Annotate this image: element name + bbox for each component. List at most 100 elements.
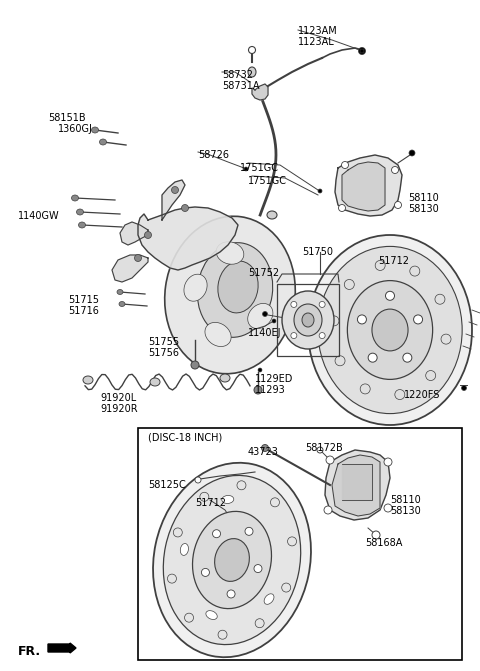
Ellipse shape <box>324 506 332 514</box>
Ellipse shape <box>248 67 256 77</box>
Bar <box>277 284 339 356</box>
Text: 58732: 58732 <box>222 70 253 80</box>
Polygon shape <box>120 222 148 245</box>
Ellipse shape <box>348 280 432 379</box>
Ellipse shape <box>392 166 398 174</box>
Text: 91920L: 91920L <box>100 393 136 403</box>
Text: 58130: 58130 <box>408 204 439 214</box>
Text: 58110: 58110 <box>390 495 421 505</box>
Ellipse shape <box>262 444 268 452</box>
Text: 58151B: 58151B <box>48 113 85 123</box>
Ellipse shape <box>372 531 380 539</box>
Polygon shape <box>112 255 148 282</box>
Ellipse shape <box>360 49 364 53</box>
Ellipse shape <box>338 205 346 211</box>
Text: 51712: 51712 <box>378 256 409 266</box>
Text: 1751GC: 1751GC <box>248 176 287 186</box>
Ellipse shape <box>213 529 220 537</box>
Ellipse shape <box>248 303 273 329</box>
Ellipse shape <box>192 511 272 609</box>
Text: FR.: FR. <box>18 645 41 658</box>
Ellipse shape <box>150 378 160 386</box>
Ellipse shape <box>291 333 297 339</box>
Ellipse shape <box>220 374 230 382</box>
Text: 1220FS: 1220FS <box>404 390 440 400</box>
Text: 58172B: 58172B <box>305 443 343 453</box>
FancyArrow shape <box>48 643 76 653</box>
Polygon shape <box>252 84 268 100</box>
Ellipse shape <box>258 368 262 372</box>
Polygon shape <box>335 155 402 216</box>
Ellipse shape <box>264 594 274 605</box>
Ellipse shape <box>191 361 199 369</box>
Ellipse shape <box>282 291 334 349</box>
Bar <box>138 428 462 660</box>
Ellipse shape <box>385 291 395 301</box>
Text: 51755: 51755 <box>148 337 179 347</box>
Text: 58168A: 58168A <box>365 538 402 548</box>
Ellipse shape <box>249 46 255 54</box>
Text: 1129ED: 1129ED <box>255 374 293 384</box>
Ellipse shape <box>291 301 297 307</box>
Ellipse shape <box>72 195 79 201</box>
Ellipse shape <box>216 242 244 264</box>
Ellipse shape <box>267 211 277 219</box>
Ellipse shape <box>319 301 325 307</box>
Ellipse shape <box>359 48 365 54</box>
Text: 1140GW: 1140GW <box>18 211 60 221</box>
Polygon shape <box>342 162 385 211</box>
Ellipse shape <box>244 167 248 171</box>
Ellipse shape <box>341 162 348 168</box>
Ellipse shape <box>403 353 412 362</box>
Polygon shape <box>138 207 238 270</box>
Ellipse shape <box>245 527 253 535</box>
Ellipse shape <box>165 216 295 374</box>
Ellipse shape <box>254 386 262 394</box>
Ellipse shape <box>144 231 152 238</box>
Ellipse shape <box>119 301 125 307</box>
Ellipse shape <box>99 139 107 145</box>
Ellipse shape <box>134 254 142 262</box>
Ellipse shape <box>180 544 189 556</box>
Ellipse shape <box>319 333 325 339</box>
Text: 51756: 51756 <box>148 348 179 358</box>
Ellipse shape <box>117 289 123 295</box>
Text: 51716: 51716 <box>68 306 99 316</box>
Ellipse shape <box>202 568 209 576</box>
Text: (DISC-18 INCH): (DISC-18 INCH) <box>148 432 222 442</box>
Text: 43723: 43723 <box>248 447 279 457</box>
Ellipse shape <box>215 539 250 581</box>
Text: 91920R: 91920R <box>100 404 138 414</box>
Ellipse shape <box>368 353 377 362</box>
Text: 58130: 58130 <box>390 506 421 516</box>
Ellipse shape <box>318 246 462 413</box>
Ellipse shape <box>205 322 231 346</box>
Polygon shape <box>162 180 185 220</box>
Ellipse shape <box>76 209 84 215</box>
Text: 58110: 58110 <box>408 193 439 203</box>
Ellipse shape <box>227 590 235 598</box>
Ellipse shape <box>171 187 179 193</box>
Ellipse shape <box>197 243 273 338</box>
Ellipse shape <box>181 205 189 211</box>
Polygon shape <box>325 450 390 520</box>
Ellipse shape <box>384 504 392 512</box>
Ellipse shape <box>461 386 467 391</box>
Ellipse shape <box>254 564 262 572</box>
Ellipse shape <box>409 150 415 156</box>
Ellipse shape <box>184 274 207 301</box>
Ellipse shape <box>372 309 408 351</box>
Ellipse shape <box>222 495 234 503</box>
Text: 51752: 51752 <box>248 268 279 278</box>
Ellipse shape <box>318 189 322 193</box>
Ellipse shape <box>414 315 422 324</box>
Ellipse shape <box>395 201 401 209</box>
Ellipse shape <box>294 304 322 336</box>
Ellipse shape <box>218 261 258 313</box>
Ellipse shape <box>92 127 98 133</box>
Text: 11293: 11293 <box>255 385 286 395</box>
Ellipse shape <box>206 611 217 619</box>
Text: 51712: 51712 <box>195 498 226 508</box>
Polygon shape <box>342 464 372 500</box>
Ellipse shape <box>384 458 392 466</box>
